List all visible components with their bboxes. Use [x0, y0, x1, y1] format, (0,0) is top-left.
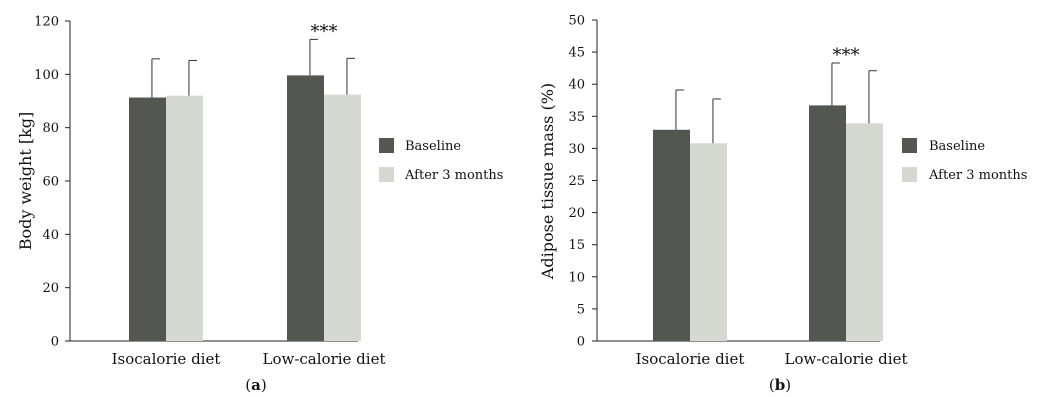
legend-a-swatch-baseline [379, 138, 394, 153]
y-tick-label: 35 [568, 110, 585, 125]
ylabel-a: Body weight [kg] [16, 112, 35, 251]
y-tick-label: 15 [568, 238, 585, 253]
panel-label-b: (b) [769, 376, 791, 394]
chart-a: 0 20 40 60 80 100 120 Isocalorie diet Low-calori… [34, 15, 385, 369]
legend-a-swatch-after [379, 167, 394, 182]
chart-b: 0 5 10 15 20 25 30 35 40 45 50 Isocalorie diet Low-c… [568, 14, 907, 369]
panel-label-a: (a) [245, 376, 266, 394]
bar-after [324, 94, 361, 341]
significance-marker: *** [311, 21, 338, 42]
y-tick-label: 0 [577, 335, 585, 350]
bar-after [846, 123, 883, 341]
y-tick-label: 50 [568, 14, 585, 29]
legend-a-label-after: After 3 months [404, 168, 503, 183]
y-tick-label: 120 [34, 15, 59, 30]
panel-a: Body weight [kg] 0 20 40 60 80 100 120 Isocalor… [16, 15, 503, 395]
y-tick-label: 40 [42, 228, 59, 243]
bar-after [166, 95, 203, 342]
y-tick-label: 25 [568, 174, 585, 189]
significance-marker: *** [833, 45, 860, 66]
y-tick-label: 45 [568, 46, 585, 61]
bar-after [690, 143, 727, 341]
category-label: Low-calorie diet [263, 350, 386, 368]
bar-baseline [287, 75, 324, 342]
y-tick-label: 20 [42, 281, 59, 296]
ylabel-b: Adipose tissue mass (%) [538, 83, 557, 280]
y-tick-label: 80 [42, 121, 59, 136]
legend-b: Baseline After 3 months [902, 138, 1027, 183]
category-label: Low-calorie diet [785, 350, 908, 368]
bar-baseline [809, 105, 846, 341]
bar-baseline [653, 129, 690, 341]
y-tick-label: 10 [568, 270, 585, 285]
legend-b-swatch-baseline [902, 138, 917, 153]
y-tick-label: 100 [34, 68, 59, 83]
y-tick-label: 5 [577, 302, 585, 317]
category-label: Isocalorie diet [112, 350, 221, 368]
y-tick-label: 40 [568, 78, 585, 93]
panel-letter-b: b [775, 376, 786, 394]
legend-a-label-baseline: Baseline [405, 139, 461, 154]
panel-letter-a: a [251, 376, 261, 394]
bar-baseline [129, 97, 166, 342]
legend-b-swatch-after [902, 167, 917, 182]
panel-b: Adipose tissue mass (%) 0 5 10 15 20 25 30 35 40… [538, 14, 1027, 395]
legend-b-label-baseline: Baseline [929, 139, 985, 154]
y-tick-label: 20 [568, 206, 585, 221]
legend-b-label-after: After 3 months [928, 168, 1027, 183]
y-tick-label: 60 [42, 175, 59, 190]
legend-a: Baseline After 3 months [379, 138, 503, 183]
y-tick-label: 0 [51, 335, 59, 350]
y-tick-label: 30 [568, 142, 585, 157]
category-label: Isocalorie diet [636, 350, 745, 368]
